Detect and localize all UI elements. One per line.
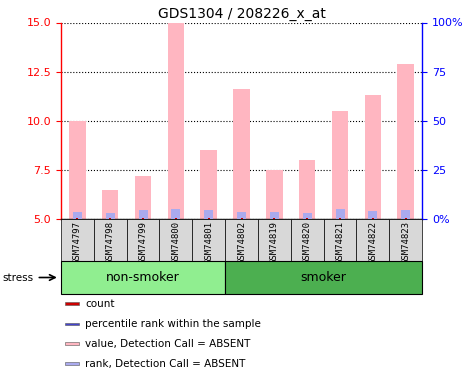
Text: GSM74800: GSM74800 [171,221,181,264]
Text: GSM74821: GSM74821 [335,221,345,264]
Bar [266,170,282,219]
Bar [233,90,250,219]
Bar [237,211,246,219]
Text: GSM74801: GSM74801 [204,221,213,264]
Bar [389,219,422,261]
Bar [291,219,324,261]
Bar [61,219,94,261]
Text: percentile rank within the sample: percentile rank within the sample [85,319,261,329]
Bar [241,218,242,219]
Bar [135,176,151,219]
Bar [69,121,85,219]
Bar [273,218,275,219]
Bar [335,209,345,219]
Bar [94,219,127,261]
Text: GSM74819: GSM74819 [270,221,279,264]
Text: count: count [85,299,115,309]
Bar [356,219,389,261]
Text: stress: stress [2,273,33,283]
Text: value, Detection Call = ABSENT: value, Detection Call = ABSENT [85,339,251,348]
Text: GSM74802: GSM74802 [237,221,246,264]
Text: non-smoker: non-smoker [106,271,180,284]
Bar [106,213,115,219]
Bar [368,210,378,219]
Bar [225,219,258,261]
Title: GDS1304 / 208226_x_at: GDS1304 / 208226_x_at [158,8,325,21]
Bar [102,190,118,219]
Bar [372,218,374,219]
Bar [171,209,181,219]
Bar [401,210,410,219]
Bar [339,218,341,219]
Bar [225,261,422,294]
Bar [303,213,312,219]
Bar [65,342,79,345]
Bar [397,64,414,219]
Bar [65,302,79,305]
Bar [299,160,315,219]
Bar [405,218,407,219]
Bar [192,219,225,261]
Text: GSM74798: GSM74798 [106,221,115,264]
Bar [127,219,159,261]
Bar [65,362,79,365]
Text: GSM74823: GSM74823 [401,221,410,264]
Bar [258,219,291,261]
Bar [364,95,381,219]
Bar [208,218,210,219]
Text: smoker: smoker [301,271,347,284]
Bar [109,218,111,219]
Bar [332,111,348,219]
Bar [167,22,184,219]
Bar [73,213,82,219]
Text: GSM74820: GSM74820 [303,221,312,264]
Bar [76,218,78,219]
Text: rank, Detection Call = ABSENT: rank, Detection Call = ABSENT [85,359,246,369]
Text: GSM74797: GSM74797 [73,221,82,264]
Bar [159,219,192,261]
Bar [306,218,308,219]
Bar [61,261,225,294]
Bar [204,210,213,219]
Bar [142,218,144,219]
Bar [200,150,217,219]
Bar [65,322,79,325]
Text: GSM74799: GSM74799 [138,221,148,264]
Bar [270,213,279,219]
Text: GSM74822: GSM74822 [368,221,378,264]
Bar [324,219,356,261]
Bar [138,210,148,219]
Bar [175,218,177,219]
